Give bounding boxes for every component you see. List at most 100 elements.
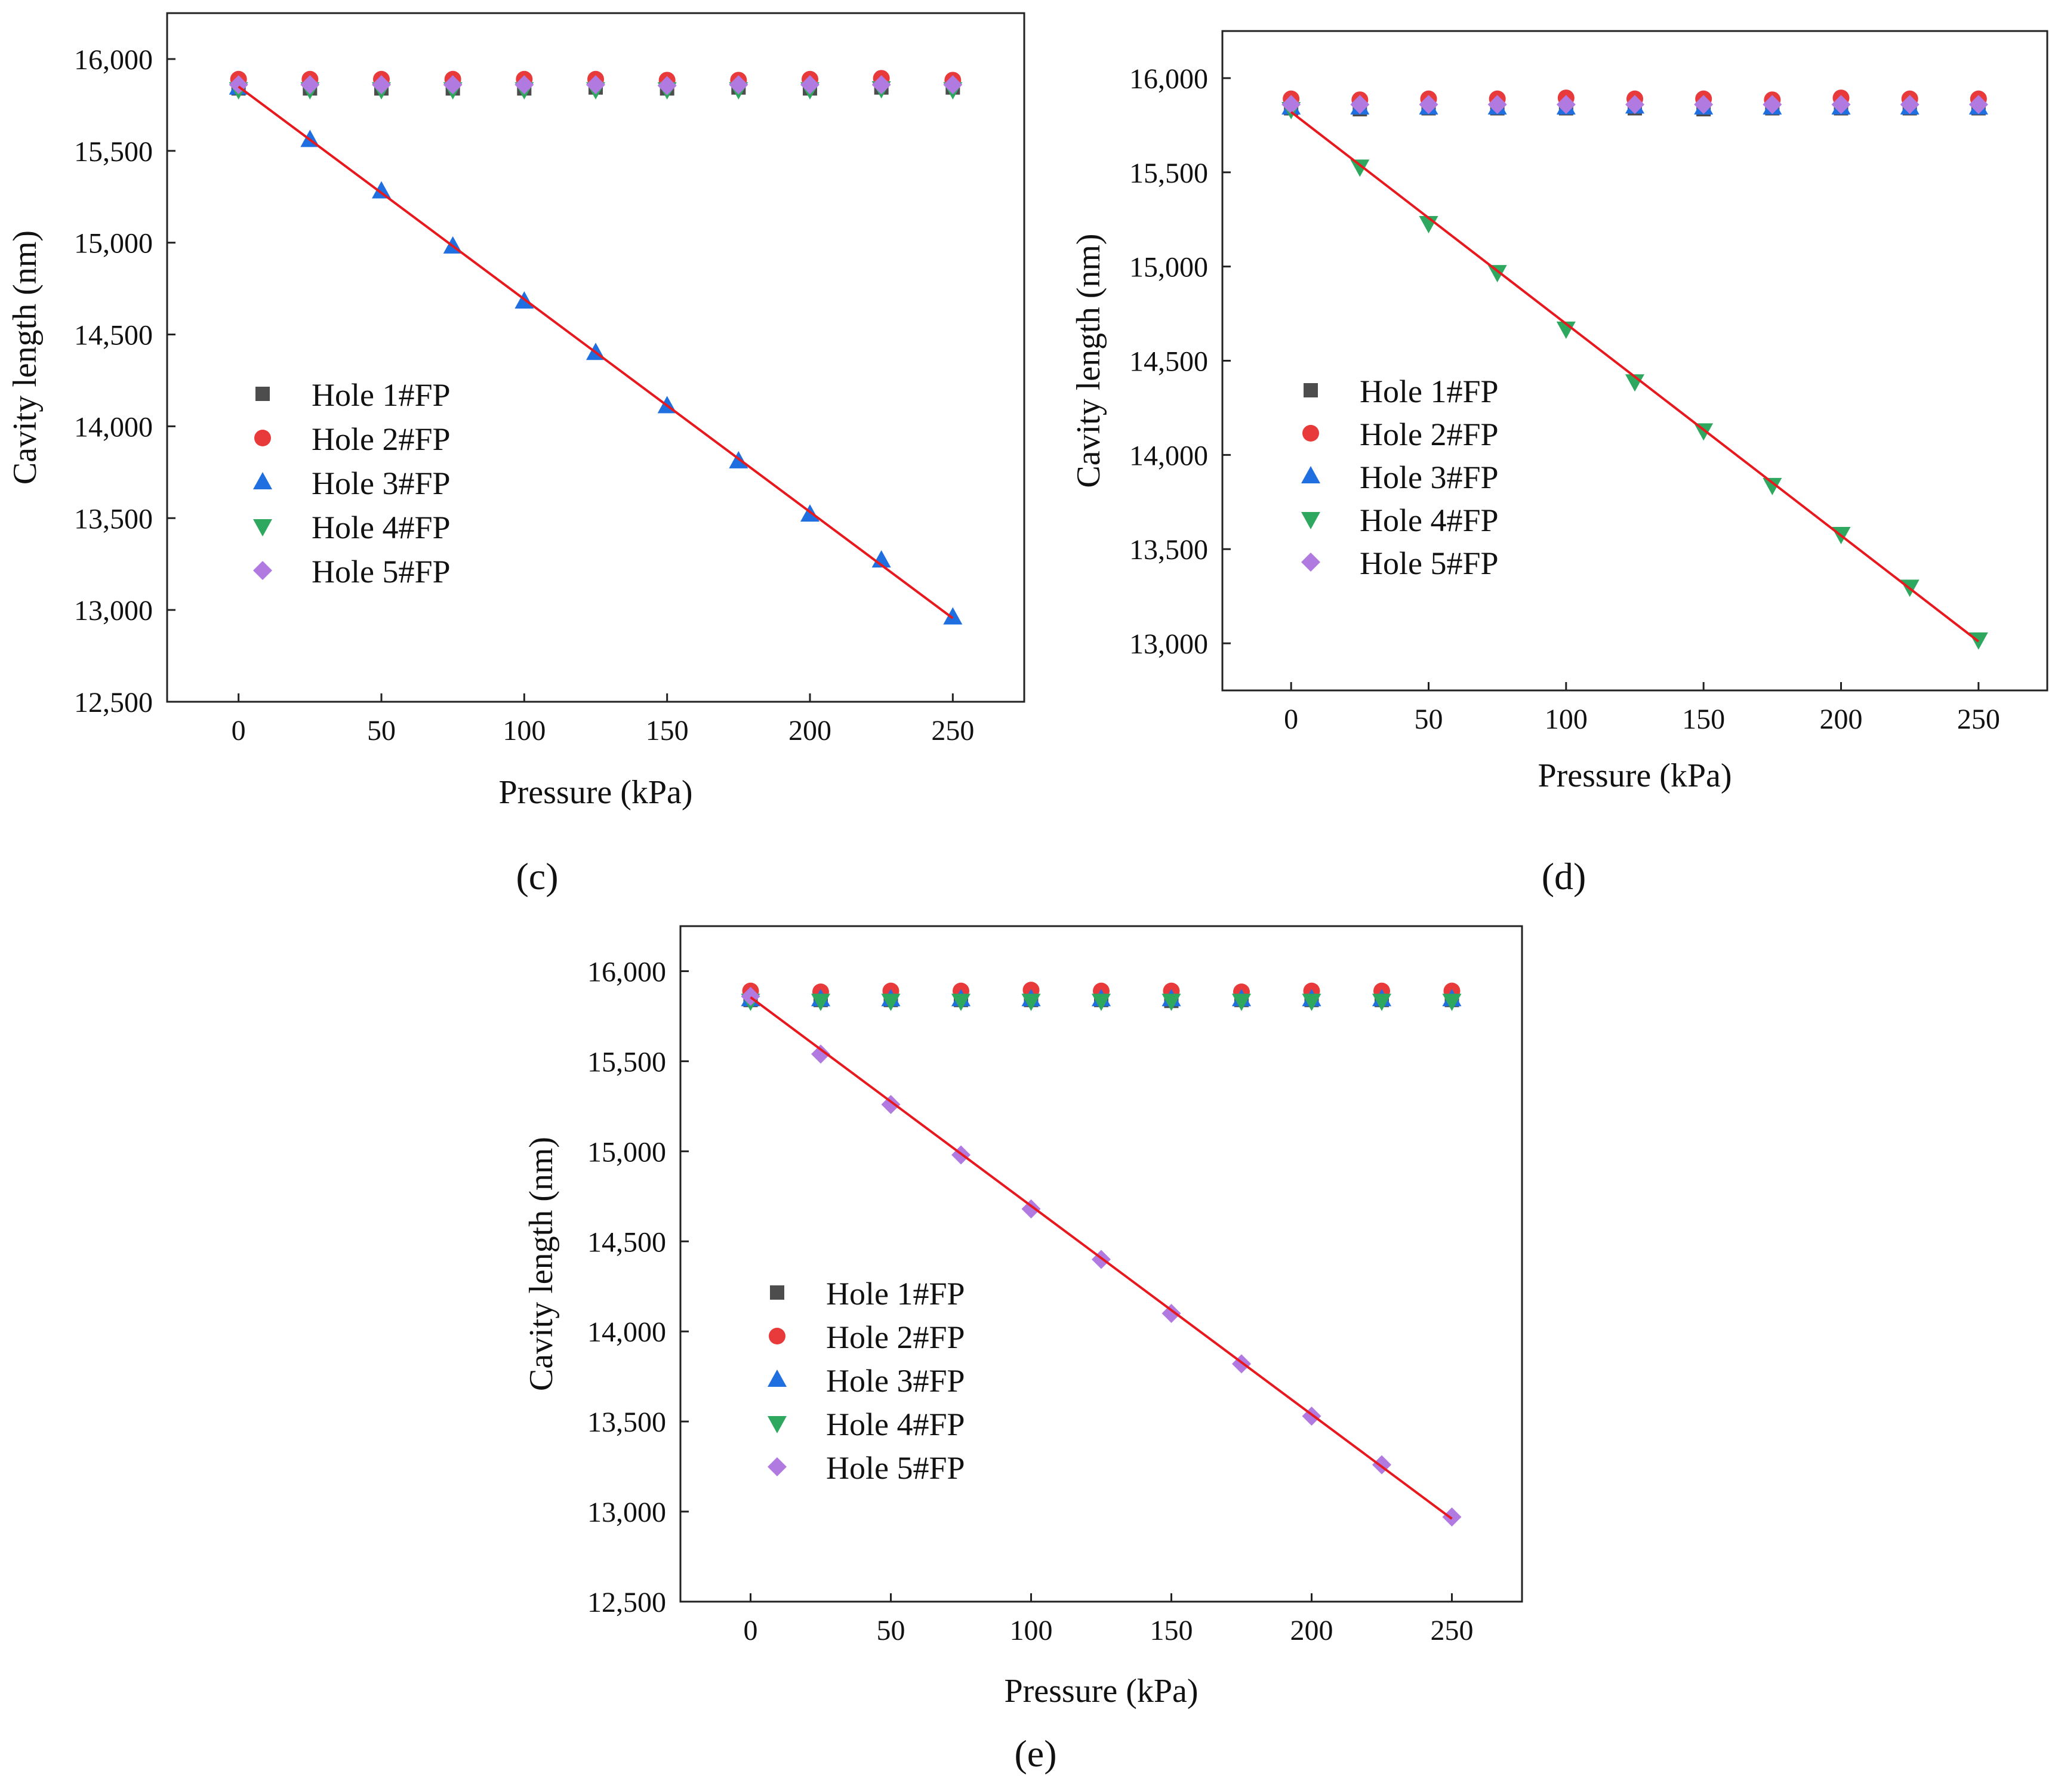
legend-label-c-4: Hole 4#FP xyxy=(312,510,451,545)
y-tick-label-c-7: 16,000 xyxy=(74,44,153,76)
fit-line-c xyxy=(238,85,954,619)
legend-label-e-5: Hole 5#FP xyxy=(826,1450,965,1486)
point-d-hole4-1 xyxy=(1350,159,1370,177)
x-tick-label-d-3: 150 xyxy=(1682,704,1725,735)
legend-marker-e-1 xyxy=(770,1285,784,1300)
point-e-hole5-2 xyxy=(881,1094,901,1114)
point-e-hole4-2 xyxy=(881,994,901,1011)
point-c-hole5-6 xyxy=(657,76,677,95)
point-d-hole4-6 xyxy=(1694,423,1714,441)
point-e-hole5-6 xyxy=(1162,1304,1181,1324)
point-c-hole5-4 xyxy=(514,75,534,95)
x-axis-title-c: Pressure (kPa) xyxy=(498,774,692,811)
point-e-hole4-7 xyxy=(1232,994,1251,1011)
y-tick-label-c-2: 13,500 xyxy=(74,503,153,535)
point-d-hole5-0 xyxy=(1281,95,1301,115)
y-tick-label-e-7: 16,000 xyxy=(587,956,666,988)
y-tick-label-e-5: 15,000 xyxy=(587,1136,666,1168)
point-d-hole5-2 xyxy=(1419,95,1438,115)
legend-label-d-2: Hole 2#FP xyxy=(1360,417,1499,452)
x-tick-label-e-1: 50 xyxy=(877,1615,905,1646)
y-tick-label-c-3: 14,000 xyxy=(74,411,153,443)
legend-label-d-5: Hole 5#FP xyxy=(1360,545,1499,581)
y-tick-label-c-4: 14,500 xyxy=(74,320,153,351)
x-tick-label-e-5: 250 xyxy=(1431,1615,1474,1646)
point-d-hole5-3 xyxy=(1487,95,1507,115)
point-e-hole4-8 xyxy=(1302,994,1321,1011)
legend-marker-c-2 xyxy=(254,430,271,446)
x-axis-title-e: Pressure (kPa) xyxy=(1004,1673,1198,1710)
x-tick-label-d-4: 200 xyxy=(1820,704,1863,735)
point-d-hole5-8 xyxy=(1831,95,1851,115)
point-d-hole5-7 xyxy=(1763,95,1782,115)
point-c-hole5-7 xyxy=(729,75,748,95)
legend-marker-d-1 xyxy=(1304,383,1318,397)
x-tick-label-e-0: 0 xyxy=(744,1615,758,1646)
x-tick-label-c-5: 250 xyxy=(931,715,974,747)
y-tick-label-d-5: 15,500 xyxy=(1129,158,1208,189)
fit-line-d xyxy=(1290,111,1980,643)
legend-marker-e-3 xyxy=(768,1370,787,1387)
legend-label-e-4: Hole 4#FP xyxy=(826,1407,965,1442)
legend-label-d-1: Hole 1#FP xyxy=(1360,374,1499,409)
x-tick-label-e-4: 200 xyxy=(1290,1615,1333,1646)
x-tick-label-c-1: 50 xyxy=(367,715,396,747)
point-c-hole5-8 xyxy=(800,75,819,95)
point-c-hole3-9 xyxy=(871,550,891,568)
y-tick-label-c-5: 15,000 xyxy=(74,228,153,260)
point-e-hole5-1 xyxy=(811,1044,830,1064)
point-d-hole5-1 xyxy=(1350,95,1370,115)
legend-marker-c-3 xyxy=(253,472,272,489)
y-axis-title-e: Cavity length (nm) xyxy=(523,1137,560,1391)
y-tick-label-c-0: 12,500 xyxy=(74,687,153,718)
point-d-hole4-3 xyxy=(1487,265,1507,283)
panel-caption-c: (c) xyxy=(516,855,558,897)
y-tick-label-d-0: 13,000 xyxy=(1129,628,1208,660)
legend-marker-c-5 xyxy=(253,561,272,580)
panel-caption-e: (e) xyxy=(1014,1732,1056,1775)
y-tick-label-e-1: 13,000 xyxy=(587,1497,666,1528)
y-tick-label-e-3: 14,000 xyxy=(587,1316,666,1348)
legend-label-e-1: Hole 1#FP xyxy=(826,1276,965,1312)
point-d-hole4-5 xyxy=(1625,374,1644,392)
point-d-hole4-4 xyxy=(1556,321,1576,339)
y-tick-label-e-0: 12,500 xyxy=(587,1587,666,1618)
point-c-hole3-2 xyxy=(372,181,391,199)
x-tick-label-c-4: 200 xyxy=(788,715,831,747)
legend-marker-d-4 xyxy=(1301,512,1320,529)
point-d-hole5-5 xyxy=(1625,95,1644,115)
legend-marker-c-1 xyxy=(255,387,270,401)
legend-marker-e-2 xyxy=(769,1328,785,1344)
point-c-hole5-3 xyxy=(443,75,463,95)
point-c-hole5-2 xyxy=(372,75,391,95)
legend-marker-e-5 xyxy=(768,1457,787,1476)
point-d-hole5-10 xyxy=(1968,95,1988,115)
legend-label-c-5: Hole 5#FP xyxy=(312,554,451,590)
point-e-hole5-4 xyxy=(1021,1199,1041,1219)
y-tick-label-c-1: 13,000 xyxy=(74,595,153,627)
point-c-hole5-5 xyxy=(586,75,605,95)
y-tick-label-d-1: 13,500 xyxy=(1129,534,1208,566)
legend-marker-e-4 xyxy=(768,1416,787,1433)
plot-frame-e xyxy=(679,925,1523,1603)
legend-marker-d-2 xyxy=(1302,425,1319,442)
plot-frame-c xyxy=(166,12,1025,703)
chart-panel-e: 0 50 100 150 200 250 12,500 13,000 13,500 14,000 1… xyxy=(523,925,1523,1710)
panel-caption-d: (d) xyxy=(1542,855,1586,897)
y-tick-label-e-4: 14,500 xyxy=(587,1226,666,1258)
x-tick-label-c-3: 150 xyxy=(646,715,689,747)
x-tick-label-e-2: 100 xyxy=(1010,1615,1053,1646)
legend-marker-d-5 xyxy=(1301,553,1320,572)
chart-panel-c: 0 50 100 150 200 250 12,500 13,000 13,500 14,000 1… xyxy=(7,12,1025,811)
x-tick-label-c-2: 100 xyxy=(503,715,546,747)
legend-label-c-2: Hole 2#FP xyxy=(312,421,451,457)
point-c-hole5-1 xyxy=(300,75,320,95)
legend-marker-c-4 xyxy=(253,519,272,536)
legend-label-d-3: Hole 3#FP xyxy=(1360,459,1499,495)
point-d-hole5-4 xyxy=(1556,95,1576,115)
y-tick-label-c-6: 15,500 xyxy=(74,136,153,168)
y-tick-label-e-6: 15,500 xyxy=(587,1046,666,1078)
y-axis-title-c: Cavity length (nm) xyxy=(7,230,44,485)
point-e-hole4-3 xyxy=(951,994,971,1011)
